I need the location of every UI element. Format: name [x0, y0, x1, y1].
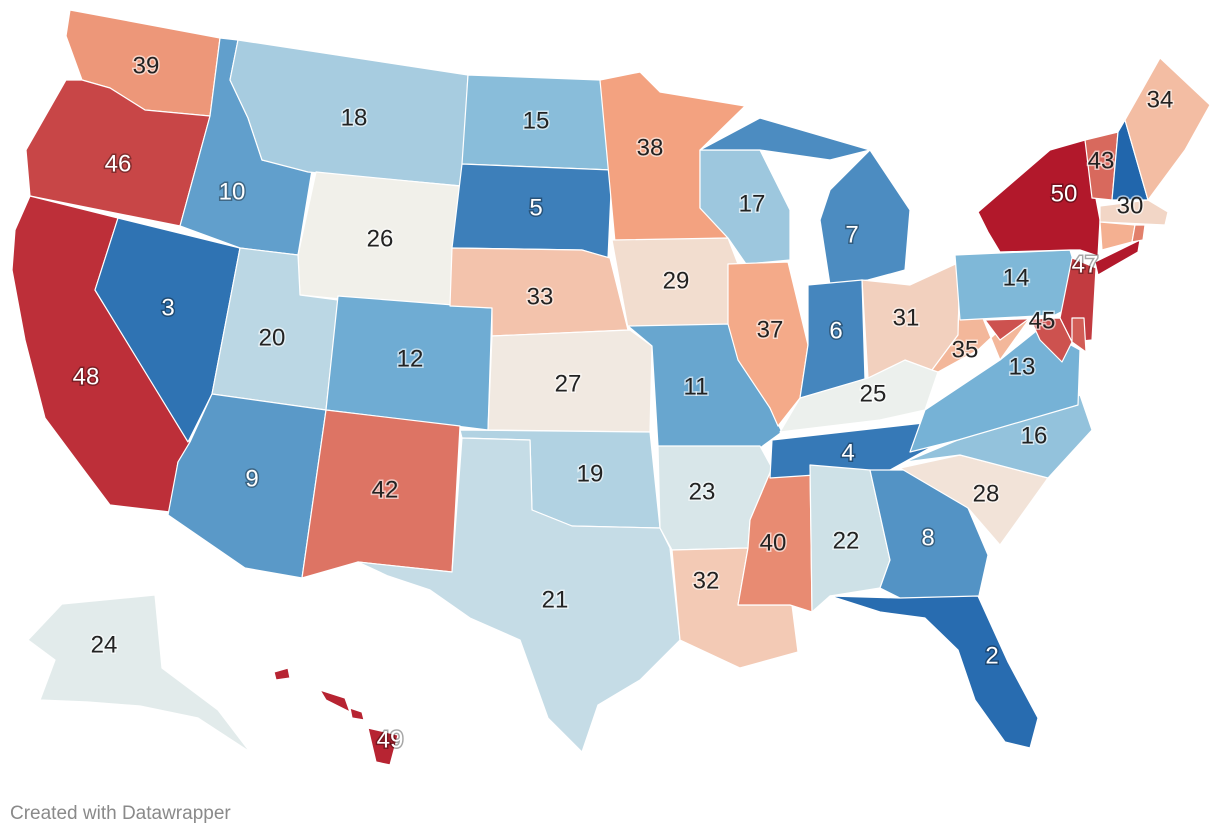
state-md: [984, 317, 1073, 363]
state-label-ak: 24: [91, 632, 118, 659]
state-label-il: 37: [757, 317, 784, 344]
state-wi: [699, 149, 791, 265]
state-label-wy: 26: [367, 226, 394, 253]
state-label-tx: 21: [542, 587, 569, 614]
state-mi: [699, 117, 911, 286]
state-va: [909, 327, 1081, 453]
state-label-az: 9: [245, 466, 258, 493]
state-label-md: 45: [1029, 308, 1056, 335]
state-label-mo: 11: [684, 374, 709, 401]
state-label-ca: 48: [73, 364, 100, 391]
state-label-mn: 38: [637, 135, 664, 162]
state-label-wv: 35: [952, 337, 979, 364]
state-me: [1124, 57, 1211, 201]
state-label-wa: 39: [133, 53, 160, 80]
state-label-nc: 16: [1021, 423, 1048, 450]
state-label-mt: 18: [341, 105, 368, 132]
state-label-oh: 31: [893, 305, 920, 332]
state-label-vt: 43: [1088, 148, 1115, 175]
state-ny: [977, 139, 1141, 276]
state-label-nv: 3: [161, 295, 174, 322]
state-label-sd: 5: [529, 195, 542, 222]
states-layer: [11, 9, 1211, 766]
labels-layer: 3946483101826209124215533271921382911233…: [71, 51, 1175, 755]
state-label-va: 13: [1009, 354, 1036, 381]
state-tx: [357, 437, 681, 753]
state-label-ia: 29: [663, 268, 690, 295]
state-label-ga: 8: [921, 525, 934, 552]
state-label-nj: 47: [1072, 252, 1099, 279]
state-label-nd: 15: [523, 108, 550, 135]
state-label-fl: 2: [985, 643, 998, 670]
state-label-ks: 27: [555, 371, 582, 398]
state-label-in: 6: [829, 318, 842, 345]
state-label-mi: 7: [845, 222, 858, 249]
state-label-ny: 50: [1051, 181, 1078, 208]
state-label-ma: 30: [1117, 193, 1144, 220]
datawrapper-credit: Created with Datawrapper: [10, 803, 231, 824]
state-label-co: 12: [397, 346, 424, 373]
state-label-ms: 40: [760, 530, 787, 557]
state-label-tn: 4: [841, 440, 854, 467]
state-label-ok: 19: [577, 461, 604, 488]
state-label-sc: 28: [973, 481, 1000, 508]
state-nv: [94, 217, 241, 443]
state-label-id: 10: [219, 179, 246, 206]
state-il: [727, 261, 809, 427]
state-ks: [487, 329, 653, 433]
state-de: [1071, 317, 1087, 353]
state-label-or: 46: [105, 151, 132, 178]
state-label-al: 22: [833, 528, 860, 555]
state-hi: [273, 667, 399, 766]
state-label-wi: 17: [739, 191, 766, 218]
state-label-ky: 25: [860, 381, 887, 408]
state-label-hi: 49: [377, 727, 404, 754]
state-ma: [1099, 199, 1169, 226]
state-ri: [1131, 224, 1146, 243]
state-label-nm: 42: [372, 477, 399, 504]
state-fl: [829, 595, 1039, 749]
us-choropleth-map: 3946483101826209124215533271921382911233…: [11, 9, 1211, 766]
state-label-pa: 14: [1003, 265, 1030, 292]
state-label-ne: 33: [527, 284, 554, 311]
state-label-la: 32: [693, 568, 720, 595]
state-label-ut: 20: [259, 325, 286, 352]
state-label-ar: 23: [689, 479, 716, 506]
state-sc: [899, 454, 1049, 546]
state-ak: [27, 594, 251, 753]
state-label-me: 34: [1147, 87, 1174, 114]
